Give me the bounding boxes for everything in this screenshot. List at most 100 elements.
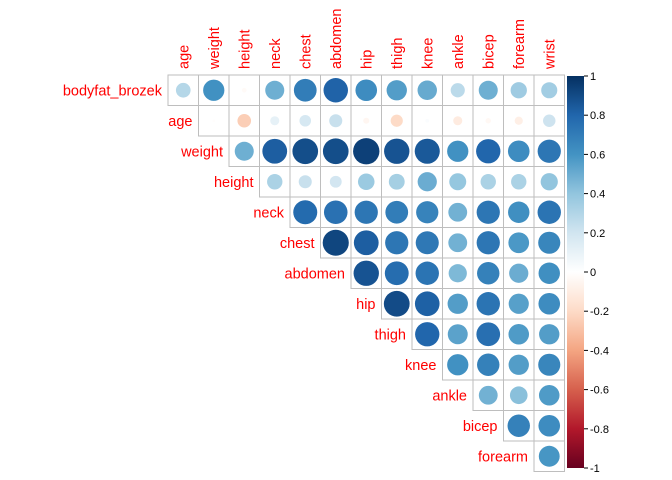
column-label: hip xyxy=(359,50,375,69)
correlation-circle xyxy=(476,292,500,316)
correlation-circle xyxy=(448,202,468,222)
correlation-circle xyxy=(539,324,560,345)
row-label: bicep xyxy=(463,419,498,435)
colorbar-tick-label: -0.6 xyxy=(590,385,609,397)
colorbar-tick-label: -0.4 xyxy=(590,345,609,357)
column-labels: age weight height neck chest abdomen hip thigh k… xyxy=(176,9,558,70)
correlation-circle xyxy=(363,117,370,124)
correlation-circle xyxy=(299,114,312,127)
correlation-circle xyxy=(509,386,528,405)
correlation-circle xyxy=(323,200,348,225)
correlation-circle xyxy=(540,173,558,191)
matrix-cells xyxy=(167,74,565,472)
correlation-circle xyxy=(478,80,498,100)
correlation-circle xyxy=(414,291,440,317)
column-label: wrist xyxy=(542,39,558,70)
row-label: bodyfat_brozek xyxy=(63,83,163,99)
correlation-circle xyxy=(538,384,560,406)
correlation-circle xyxy=(415,261,439,285)
correlation-circle xyxy=(329,114,343,128)
row-label: chest xyxy=(280,236,315,252)
correlation-circle xyxy=(355,79,378,102)
colorbar-tick-label: 0 xyxy=(590,267,596,279)
colorbar: 1 0.8 0.6 0.4 0.2 0 -0.2 -0.4 -0.6 -0.8 -1 xyxy=(567,71,609,475)
correlation-circle xyxy=(538,353,561,376)
correlation-circle xyxy=(511,174,527,190)
colorbar-tick-label: 0.2 xyxy=(590,228,605,240)
correlation-circle xyxy=(507,414,530,437)
column-label: thigh xyxy=(390,38,406,69)
row-label: age xyxy=(168,114,192,130)
correlation-circle xyxy=(329,175,342,188)
correlation-circle xyxy=(293,200,318,225)
correlation-circle xyxy=(508,354,529,375)
correlation-circle xyxy=(480,174,496,190)
correlation-circle xyxy=(267,174,283,190)
column-label: height xyxy=(237,29,253,69)
correlation-circle xyxy=(384,138,410,164)
correlation-circle xyxy=(477,262,500,285)
correlation-circle xyxy=(322,138,349,165)
correlation-circle xyxy=(234,141,254,161)
correlation-circle xyxy=(514,116,523,125)
correlation-circle xyxy=(292,138,319,165)
correlation-circle xyxy=(476,231,500,255)
correlation-circle xyxy=(538,292,561,315)
correlation-circle xyxy=(508,232,530,254)
column-label: abdomen xyxy=(329,9,345,69)
correlation-circle xyxy=(237,113,252,128)
correlation-circle xyxy=(385,200,409,224)
row-label: knee xyxy=(405,358,436,374)
correlation-circle xyxy=(386,80,407,101)
column-label: bicep xyxy=(481,34,497,69)
correlation-circle xyxy=(425,118,430,123)
correlation-circle xyxy=(449,173,467,191)
correlation-circle xyxy=(417,172,437,192)
correlation-circle xyxy=(447,140,469,162)
correlation-circle xyxy=(478,385,498,405)
correlation-circle xyxy=(537,200,561,224)
column-label: age xyxy=(176,45,192,69)
colorbar-tick-label: 0.4 xyxy=(590,189,605,201)
correlation-circle xyxy=(354,200,378,224)
correlation-circle xyxy=(476,322,501,347)
colorbar-tick-label: -1 xyxy=(590,463,600,475)
correlation-circle xyxy=(262,138,288,164)
correlation-circle xyxy=(415,322,440,347)
correlation-circle xyxy=(388,173,405,190)
column-label: neck xyxy=(268,38,284,69)
correlation-circle xyxy=(447,293,468,314)
column-label: forearm xyxy=(512,19,528,69)
row-label: neck xyxy=(253,205,284,221)
correlation-circle xyxy=(510,82,527,99)
column-label: knee xyxy=(420,38,436,69)
correlation-circle xyxy=(293,78,317,102)
correlation-circle xyxy=(485,118,491,124)
correlation-circle xyxy=(447,354,469,376)
row-label: height xyxy=(214,175,254,191)
colorbar-tick-label: -0.8 xyxy=(590,424,609,436)
colorbar-tick-label: 1 xyxy=(590,71,596,83)
row-label: weight xyxy=(180,144,223,160)
correlation-circle xyxy=(450,83,465,98)
correlation-circle xyxy=(538,231,561,254)
column-label: weight xyxy=(207,27,223,70)
correlation-circle xyxy=(508,323,530,345)
correlation-circle xyxy=(383,290,410,317)
colorbar-tick-label: 0.8 xyxy=(590,110,605,122)
correlation-circle xyxy=(538,262,560,284)
row-label: ankle xyxy=(432,388,467,404)
correlation-circle xyxy=(323,78,348,103)
correlation-circle xyxy=(322,229,349,256)
correlation-circle xyxy=(414,138,440,164)
correlation-circle xyxy=(538,414,561,437)
correlation-circle xyxy=(447,324,468,345)
correlation-circle xyxy=(543,114,556,127)
row-label: thigh xyxy=(375,327,406,343)
correlation-circle xyxy=(265,80,285,100)
correlation-circle xyxy=(353,138,380,165)
correlation-circle xyxy=(298,175,312,189)
correlation-circle xyxy=(448,264,467,283)
